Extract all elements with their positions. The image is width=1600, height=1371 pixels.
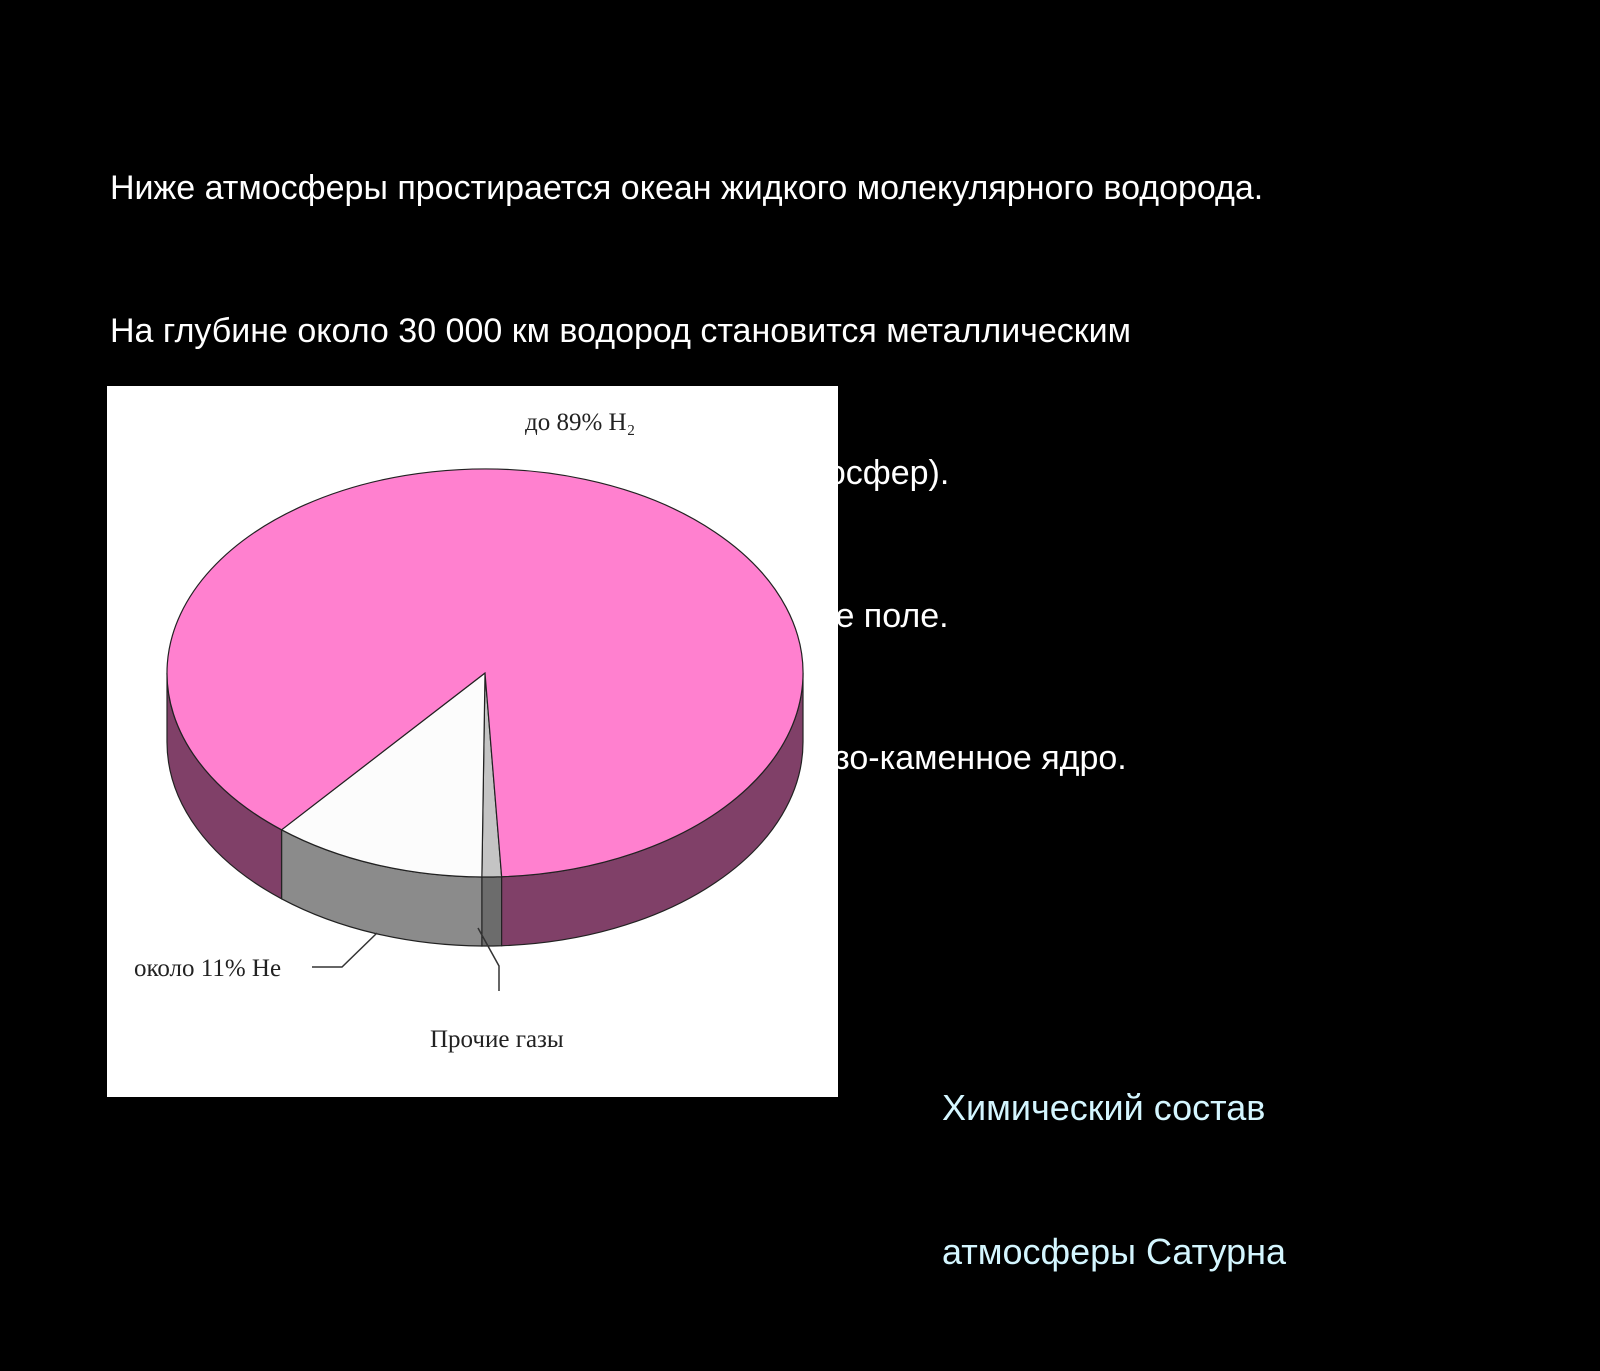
slice-label: до 89% H₂ xyxy=(525,409,635,436)
slice-label: Прочие газы xyxy=(430,1026,564,1053)
text-line: На глубине около 30 000 км водород стано… xyxy=(110,311,1132,350)
slide: Ниже атмосферы простирается океан жидког… xyxy=(107,169,1287,1272)
pie-slice xyxy=(166,468,804,878)
caption-line: атмосферы Сатурна xyxy=(942,1230,1287,1272)
pie-slice xyxy=(280,671,486,878)
pie-side xyxy=(481,876,503,947)
caption: Химический состав атмосферы Сатурна xyxy=(942,988,1286,1371)
text-line: Ниже атмосферы простирается океан жидког… xyxy=(110,169,1264,207)
chart: до 89% H₂ около 11% He Прочие газы xyxy=(107,386,838,1097)
slice-label: около 11% He xyxy=(134,955,281,982)
leader-line xyxy=(312,932,378,968)
caption-line: Химический состав xyxy=(942,1087,1266,1128)
leader-line xyxy=(477,927,500,991)
